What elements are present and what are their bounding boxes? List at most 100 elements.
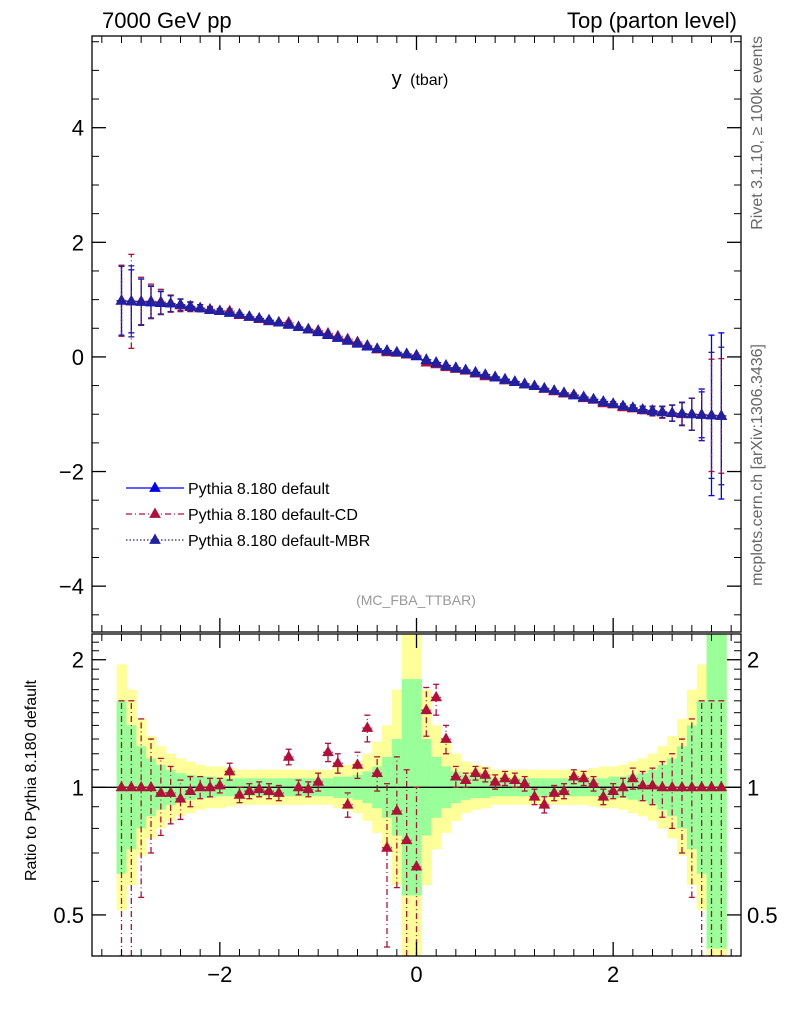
- main-marker: [705, 408, 718, 420]
- ratio-marker: [194, 780, 207, 792]
- ratio-marker: [577, 771, 590, 783]
- ratio-marker: [430, 690, 443, 702]
- main-marker: [263, 314, 275, 325]
- ratio-marker: [567, 770, 580, 781]
- main-marker: [577, 391, 590, 402]
- ratio-marker: [341, 798, 354, 809]
- ratio-marker: [607, 784, 620, 795]
- ratio-marker: [410, 860, 423, 871]
- plot-title-sub: (tbar): [410, 72, 448, 89]
- ratio-band-green: [706, 634, 717, 949]
- ratio-marker: [587, 777, 600, 788]
- legend-marker: [149, 533, 161, 544]
- ratio-marker: [351, 758, 364, 769]
- ratio-marker: [361, 721, 374, 732]
- ratio-marker: [558, 784, 570, 795]
- ratio-y-tick-label-left: 2: [72, 648, 84, 673]
- main-marker: [518, 377, 531, 389]
- ratio-marker: [695, 780, 708, 792]
- main-marker: [145, 295, 157, 306]
- main-series-3: [115, 265, 728, 486]
- main-marker: [587, 392, 600, 404]
- main-marker: [312, 325, 325, 336]
- ratio-marker: [597, 790, 610, 801]
- ratio-marker: [705, 780, 718, 792]
- ratio-marker: [676, 780, 688, 792]
- main-marker: [676, 407, 688, 418]
- main-marker: [646, 404, 659, 415]
- main-marker: [184, 299, 197, 311]
- main-marker: [125, 294, 138, 306]
- ratio-marker: [548, 786, 561, 797]
- legend: Pythia 8.180 default Pythia 8.180 default…: [126, 481, 370, 550]
- ratio-marker: [646, 778, 659, 790]
- main-marker: [567, 388, 580, 400]
- ratio-x-tick-label: −2: [207, 962, 232, 987]
- ratio-marker: [204, 780, 216, 792]
- main-series-1: [115, 265, 728, 500]
- main-marker: [243, 310, 256, 321]
- ratio-marker: [371, 766, 384, 778]
- main-marker: [695, 408, 708, 419]
- ratio-marker: [145, 780, 157, 792]
- ratio-marker: [302, 782, 315, 794]
- plot-title: y (tbar): [392, 68, 449, 90]
- main-marker: [459, 363, 472, 375]
- ratio-marker: [253, 782, 266, 794]
- ratio-marker: [115, 780, 128, 792]
- ratio-y-tick-label-right: 0.5: [747, 903, 778, 928]
- ratio-marker: [135, 780, 148, 792]
- ratio-marker: [508, 773, 521, 785]
- legend-label: Pythia 8.180 default-MBR: [188, 533, 370, 550]
- main-marker: [115, 294, 128, 305]
- ratio-marker: [528, 790, 541, 801]
- main-marker: [528, 379, 541, 391]
- ratio-marker: [666, 780, 679, 792]
- ratio-marker: [292, 780, 305, 792]
- main-marker: [685, 407, 698, 419]
- main-marker: [449, 361, 462, 373]
- main-plot: −4 −2 0 2 4: [59, 35, 742, 633]
- ratio-marker: [489, 775, 502, 786]
- main-marker: [223, 306, 236, 317]
- main-marker: [430, 356, 443, 368]
- ratio-marker: [420, 703, 433, 715]
- ratio-marker: [626, 771, 639, 783]
- ratio-marker: [154, 786, 167, 797]
- ratio-marker: [312, 775, 325, 786]
- ratio-marker: [243, 784, 256, 795]
- main-y-tick-label: 4: [72, 116, 84, 141]
- main-marker: [390, 345, 403, 357]
- ratio-marker: [263, 784, 275, 795]
- main-marker: [548, 384, 561, 395]
- main-marker: [538, 381, 551, 393]
- ratio-marker: [233, 788, 246, 799]
- ratio-marker: [400, 833, 413, 845]
- main-marker: [164, 297, 177, 308]
- main-marker: [656, 405, 669, 416]
- ratio-plot: 0.5 0.5 1 1 2 2 −2 0 2 Ratio to Pythia 8.180 defa…: [23, 633, 778, 987]
- ratio-marker: [331, 756, 344, 768]
- ratio-marker: [213, 778, 226, 790]
- ratio-x-tick-label: 0: [410, 962, 422, 987]
- ratio-marker: [184, 784, 197, 795]
- main-marker: [489, 371, 502, 382]
- ratio-marker: [282, 750, 295, 761]
- header-left-title: 7000 GeV pp: [102, 8, 232, 33]
- ratio-content: [92, 634, 741, 956]
- ratio-marker: [656, 780, 669, 792]
- ratio-marker: [164, 786, 177, 797]
- ratio-band-green: [716, 634, 727, 949]
- main-marker: [617, 399, 629, 411]
- ratio-marker: [322, 745, 334, 757]
- main-marker: [204, 303, 216, 314]
- main-marker: [302, 322, 315, 334]
- main-marker: [154, 295, 167, 307]
- mcplots-side-label: mcplots.cern.ch [arXiv:1306.3436]: [749, 344, 766, 586]
- ratio-marker: [272, 786, 285, 797]
- main-marker: [194, 301, 207, 313]
- main-y-tick-label: 2: [72, 230, 84, 255]
- main-marker: [272, 316, 285, 327]
- main-marker: [400, 347, 413, 358]
